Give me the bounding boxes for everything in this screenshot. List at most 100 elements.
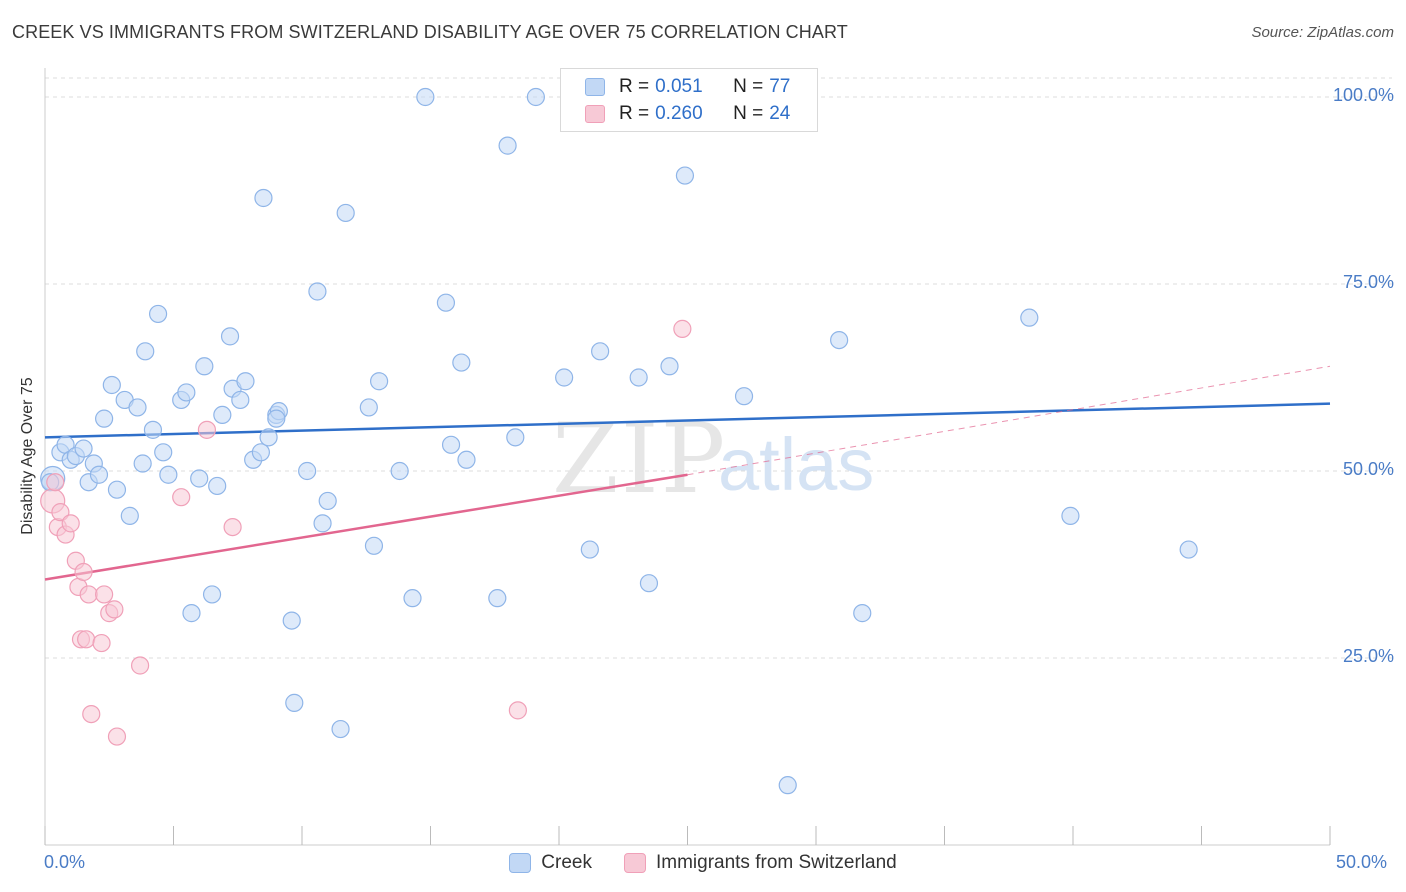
creek-point <box>555 368 574 387</box>
switzerland-legend-swatch <box>623 853 646 873</box>
legend-r-label: R = <box>619 76 650 97</box>
creek-point <box>853 604 872 623</box>
x-tick-label-min: 0.0% <box>44 852 86 872</box>
chart-title: CREEK VS IMMIGRANTS FROM SWITZERLAND DIS… <box>12 22 848 42</box>
switzerland-point <box>130 656 150 675</box>
series-legend: Creek Immigrants from Switzerland <box>0 852 1406 874</box>
creek-point <box>251 443 270 462</box>
creek-point <box>259 428 278 447</box>
creek-point <box>182 604 201 623</box>
creek-point <box>177 383 196 402</box>
creek-legend-swatch <box>509 853 532 873</box>
x-tick-label-max: 50.0% <box>1336 852 1388 872</box>
switzerland-point <box>77 630 96 649</box>
trend-lines <box>44 365 1331 581</box>
switzerland-legend-label: Immigrants from Switzerland <box>655 852 897 873</box>
legend-r-value: 0.260 <box>655 103 703 124</box>
creek-point <box>526 87 545 107</box>
creek-point <box>285 693 304 712</box>
creek-point <box>208 476 227 496</box>
creek-point <box>830 331 849 350</box>
legend-r-label: R = <box>619 103 650 124</box>
switzerland-swatch <box>585 105 605 123</box>
grid-lines <box>45 77 1392 659</box>
creek-point <box>639 574 659 593</box>
creek-point <box>254 188 273 208</box>
creek-point <box>416 87 435 107</box>
creek-point <box>364 536 384 555</box>
switzerland-point <box>79 585 98 604</box>
switzerland-point <box>107 727 127 746</box>
creek-point <box>95 409 114 428</box>
creek-point <box>120 506 139 525</box>
creek-point <box>213 405 232 424</box>
y-axis-label: Disability Age Over 75 <box>19 377 36 535</box>
data-points <box>40 87 1198 795</box>
legend-n-label: N = <box>733 76 764 97</box>
creek-point <box>778 776 797 795</box>
creek-point <box>734 387 754 406</box>
y-tick-label: 25.0% <box>1342 646 1394 666</box>
creek-point <box>136 342 155 361</box>
switzerland-point <box>74 562 93 582</box>
stats-legend: R = 0.051 N = 77 R = 0.260 N = 24 <box>560 68 818 132</box>
creek-point <box>154 443 173 462</box>
creek-point <box>133 454 152 473</box>
creek-point <box>336 203 355 223</box>
creek-point <box>506 428 525 447</box>
creek-point <box>89 465 109 484</box>
creek-point <box>1020 308 1039 327</box>
switzerland-point <box>51 503 70 522</box>
creek-point <box>74 439 93 458</box>
creek-point <box>128 398 147 417</box>
creek-point <box>220 327 240 346</box>
creek-point <box>580 540 599 559</box>
creek-point <box>282 611 301 630</box>
creek-point <box>359 398 378 417</box>
legend-n-label: N = <box>733 103 764 124</box>
creek-point <box>190 469 209 488</box>
creek-point <box>452 353 471 372</box>
creek-point <box>308 282 327 301</box>
creek-point <box>457 450 476 469</box>
creek-point <box>298 461 317 481</box>
creek-point <box>1179 540 1198 559</box>
y-tick-label: 100.0% <box>1332 85 1394 105</box>
creek-point <box>313 514 332 533</box>
y-tick-label: 75.0% <box>1342 272 1394 292</box>
creek-point <box>148 304 168 324</box>
switzerland-trend-line <box>44 473 688 581</box>
creek-point <box>195 357 214 376</box>
legend-r-value: 0.051 <box>655 76 703 97</box>
switzerland-point <box>105 600 124 619</box>
creek-point <box>488 589 507 608</box>
legend-item-switzerland: Immigrants from Switzerland <box>623 852 897 874</box>
creek-point <box>107 480 127 499</box>
creek-point <box>202 585 222 604</box>
trend-line-extension <box>687 365 1331 476</box>
switzerland-point <box>46 473 65 492</box>
creek-point <box>231 390 250 410</box>
creek-point <box>629 368 648 387</box>
creek-point <box>370 372 389 391</box>
creek-legend-label: Creek <box>541 852 592 873</box>
creek-point <box>660 357 679 376</box>
axes <box>44 68 1331 846</box>
creek-point <box>591 342 610 361</box>
creek-point <box>675 166 695 185</box>
creek-point <box>102 375 121 395</box>
legend-n-value: 24 <box>769 103 791 124</box>
switzerland-point <box>82 704 101 724</box>
creek-point <box>441 435 461 454</box>
creek-point <box>498 136 517 155</box>
watermark-atlas: atlas <box>718 423 874 506</box>
creek-point <box>390 461 409 481</box>
legend-item-creek: Creek <box>509 852 592 874</box>
legend-n-value: 77 <box>769 76 791 97</box>
switzerland-point <box>172 488 191 507</box>
creek-point <box>318 491 337 511</box>
creek-swatch <box>585 78 605 96</box>
creek-point <box>403 589 422 608</box>
creek-point <box>159 465 178 484</box>
